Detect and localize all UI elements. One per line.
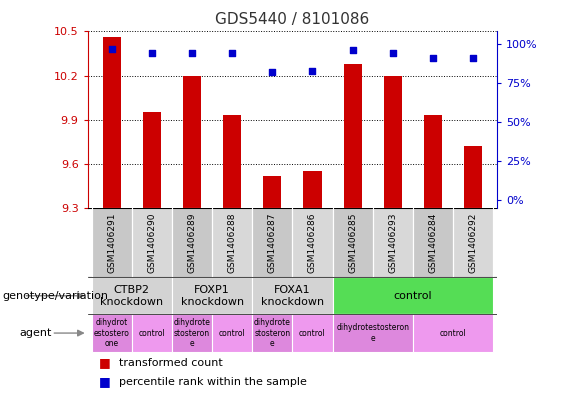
Text: GSM1406288: GSM1406288 xyxy=(228,213,237,273)
Point xyxy=(228,50,237,57)
Point xyxy=(268,69,277,75)
Bar xyxy=(373,208,413,277)
Bar xyxy=(183,76,201,208)
Point xyxy=(308,68,317,74)
Bar xyxy=(92,208,132,277)
Bar xyxy=(252,277,333,314)
Bar xyxy=(293,314,333,352)
Text: FOXP1
knockdown: FOXP1 knockdown xyxy=(180,285,244,307)
Text: agent: agent xyxy=(20,328,52,338)
Title: GDS5440 / 8101086: GDS5440 / 8101086 xyxy=(215,13,370,28)
Point xyxy=(188,50,197,57)
Text: GSM1406293: GSM1406293 xyxy=(388,213,397,273)
Text: control: control xyxy=(440,329,466,338)
Text: CTBP2
knockdown: CTBP2 knockdown xyxy=(100,285,163,307)
Bar xyxy=(132,208,172,277)
Bar xyxy=(103,37,121,208)
Point xyxy=(348,47,357,53)
Text: ■: ■ xyxy=(99,375,111,388)
Point xyxy=(147,50,157,57)
Bar xyxy=(413,208,453,277)
Bar xyxy=(303,171,321,208)
Text: dihydrote
stosteron
e: dihydrote stosteron e xyxy=(173,318,210,348)
Point xyxy=(388,50,397,57)
Text: control: control xyxy=(138,329,165,338)
Bar xyxy=(344,64,362,208)
Text: GSM1406290: GSM1406290 xyxy=(147,213,157,273)
Bar xyxy=(384,76,402,208)
Text: control: control xyxy=(219,329,246,338)
Bar xyxy=(453,208,493,277)
Text: GSM1406289: GSM1406289 xyxy=(188,213,197,273)
Bar xyxy=(263,176,281,208)
Point xyxy=(107,46,116,52)
Text: FOXA1
knockdown: FOXA1 knockdown xyxy=(261,285,324,307)
Bar xyxy=(143,112,161,208)
Text: transformed count: transformed count xyxy=(119,358,223,368)
Bar xyxy=(293,208,333,277)
Bar xyxy=(212,208,252,277)
Bar xyxy=(212,314,252,352)
Bar xyxy=(333,208,373,277)
Bar xyxy=(333,277,493,314)
Text: dihydrot
estostero
one: dihydrot estostero one xyxy=(94,318,129,348)
Text: control: control xyxy=(394,291,432,301)
Text: GSM1406292: GSM1406292 xyxy=(468,213,477,273)
Point xyxy=(428,55,437,61)
Text: percentile rank within the sample: percentile rank within the sample xyxy=(119,376,307,387)
Text: GSM1406291: GSM1406291 xyxy=(107,213,116,273)
Text: dihydrotestosteron
e: dihydrotestosteron e xyxy=(336,323,409,343)
Bar xyxy=(252,314,293,352)
Text: GSM1406285: GSM1406285 xyxy=(348,213,357,273)
Bar xyxy=(333,314,413,352)
Bar xyxy=(92,314,132,352)
Bar xyxy=(223,116,241,208)
Bar xyxy=(252,208,293,277)
Text: GSM1406284: GSM1406284 xyxy=(428,213,437,273)
Text: control: control xyxy=(299,329,326,338)
Text: genotype/variation: genotype/variation xyxy=(3,291,109,301)
Bar xyxy=(424,116,442,208)
Text: ■: ■ xyxy=(99,356,111,369)
Bar xyxy=(413,314,493,352)
Bar xyxy=(172,277,252,314)
Bar xyxy=(172,208,212,277)
Text: GSM1406286: GSM1406286 xyxy=(308,213,317,273)
Text: dihydrote
stosteron
e: dihydrote stosteron e xyxy=(254,318,291,348)
Bar xyxy=(132,314,172,352)
Bar xyxy=(464,146,482,208)
Point xyxy=(468,55,477,61)
Bar xyxy=(92,277,172,314)
Text: GSM1406287: GSM1406287 xyxy=(268,213,277,273)
Bar xyxy=(172,314,212,352)
